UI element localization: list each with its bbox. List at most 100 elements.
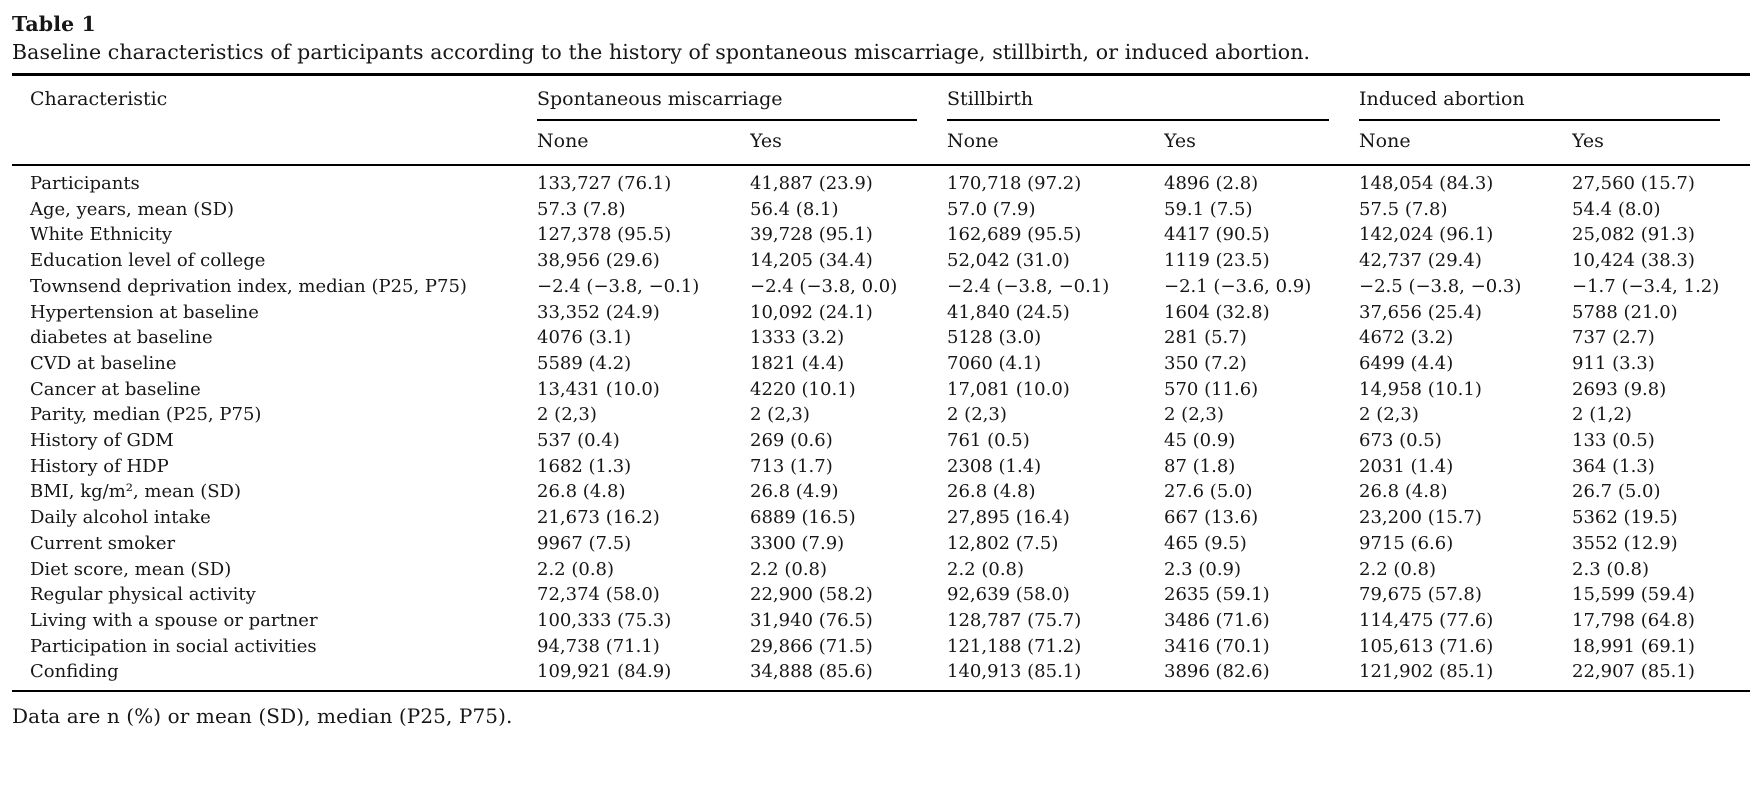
group-header-row: Characteristic Spontaneous miscarriage S… <box>12 75 1750 121</box>
cell-value: 14,958 (10.1) <box>1359 378 1482 400</box>
table-row: Confiding 109,921 (84.9) 34,888 (85.6) 140,… <box>12 659 1750 691</box>
cell-value: 2 (2,3) <box>947 404 1007 426</box>
cell-value: 56.4 (8.1) <box>750 198 839 220</box>
cell-value: 1604 (32.8) <box>1164 301 1270 323</box>
row-label: diabetes at baseline <box>30 327 213 349</box>
cell-value: 2308 (1.4) <box>947 455 1042 477</box>
row-label: Diet score, mean (SD) <box>30 558 232 580</box>
cell-value: 2635 (59.1) <box>1164 584 1270 606</box>
cell-value: 127,378 (95.5) <box>537 224 672 246</box>
group-header-spontaneous-miscarriage: Spontaneous miscarriage <box>537 75 947 121</box>
cell-value: 2.3 (0.8) <box>1572 558 1650 580</box>
cell-value: 7060 (4.1) <box>947 352 1042 374</box>
subheader-sb-none: None <box>947 121 1164 166</box>
cell-value: −2.4 (−3.8, 0.0) <box>750 275 898 297</box>
cell-value: 2031 (1.4) <box>1359 455 1454 477</box>
table-row: Daily alcohol intake 21,673 (16.2) 6889 (1… <box>12 505 1750 531</box>
table-footnote: Data are n (%) or mean (SD), median (P25… <box>12 704 513 729</box>
row-label: Hypertension at baseline <box>30 301 259 323</box>
cell-value: 121,902 (85.1) <box>1359 661 1494 683</box>
group-header-induced-abortion: Induced abortion <box>1359 75 1750 121</box>
cell-value: 105,613 (71.6) <box>1359 635 1494 657</box>
row-label: Current smoker <box>30 532 176 554</box>
cell-value: 5362 (19.5) <box>1572 507 1678 529</box>
group-label: Stillbirth <box>947 88 1330 121</box>
cell-value: 2 (2,3) <box>1359 404 1419 426</box>
cell-value: 5788 (21.0) <box>1572 301 1678 323</box>
row-label: CVD at baseline <box>30 352 177 374</box>
row-label: Participation in social activities <box>30 635 317 657</box>
cell-value: 133,727 (76.1) <box>537 173 672 194</box>
table-row: Townsend deprivation index, median (P25,… <box>12 274 1750 300</box>
cell-value: 94,738 (71.1) <box>537 635 660 657</box>
table-row: History of GDM 537 (0.4) 269 (0.6) 761 (0.5… <box>12 428 1750 454</box>
cell-value: 79,675 (57.8) <box>1359 584 1482 606</box>
cell-value: 3896 (82.6) <box>1164 661 1270 683</box>
cell-value: 667 (13.6) <box>1164 507 1259 529</box>
cell-value: 3300 (7.9) <box>750 532 845 554</box>
row-label: Regular physical activity <box>30 584 256 606</box>
table-row: Participation in social activities 94,738… <box>12 634 1750 660</box>
cell-value: 33,352 (24.9) <box>537 301 660 323</box>
cell-value: 3552 (12.9) <box>1572 532 1678 554</box>
cell-value: 34,888 (85.6) <box>750 661 873 683</box>
row-label: Townsend deprivation index, median (P25,… <box>30 275 467 297</box>
row-label: Confiding <box>30 661 119 683</box>
group-label: Spontaneous miscarriage <box>537 88 917 121</box>
cell-value: −2.5 (−3.8, −0.3) <box>1359 275 1522 297</box>
cell-value: 22,907 (85.1) <box>1572 661 1695 683</box>
cell-value: 2 (1,2) <box>1572 404 1632 426</box>
cell-value: −1.7 (−3.4, 1.2) <box>1572 275 1720 297</box>
table-row: BMI, kg/m², mean (SD) 26.8 (4.8) 26.8 (4.9… <box>12 479 1750 505</box>
cell-value: 72,374 (58.0) <box>537 584 660 606</box>
cell-value: 142,024 (96.1) <box>1359 224 1494 246</box>
group-header-stillbirth: Stillbirth <box>947 75 1359 121</box>
cell-value: 9967 (7.5) <box>537 532 632 554</box>
table-body: Participants 133,727 (76.1) 41,887 (23.9) 1… <box>12 165 1750 691</box>
cell-value: 570 (11.6) <box>1164 378 1259 400</box>
row-label: History of GDM <box>30 430 174 452</box>
cell-value: 12,802 (7.5) <box>947 532 1059 554</box>
cell-value: 100,333 (75.3) <box>537 609 672 631</box>
subgroup-header-row: None Yes None Yes None Yes <box>12 121 1751 166</box>
cell-value: 737 (2.7) <box>1572 327 1655 349</box>
cell-value: 14,205 (34.4) <box>750 250 873 272</box>
cell-value: 5589 (4.2) <box>537 352 632 374</box>
cell-value: 269 (0.6) <box>750 430 833 452</box>
cell-value: 87 (1.8) <box>1164 455 1236 477</box>
cell-value: 148,054 (84.3) <box>1359 173 1494 194</box>
cell-value: 25,082 (91.3) <box>1572 224 1695 246</box>
cell-value: 4076 (3.1) <box>537 327 632 349</box>
cell-value: 38,956 (29.6) <box>537 250 660 272</box>
cell-value: 350 (7.2) <box>1164 352 1247 374</box>
group-label: Induced abortion <box>1359 88 1721 121</box>
cell-value: 39,728 (95.1) <box>750 224 873 246</box>
cell-value: 281 (5.7) <box>1164 327 1247 349</box>
table-row: Diet score, mean (SD) 2.2 (0.8) 2.2 (0.8) 2… <box>12 557 1750 583</box>
cell-value: 4896 (2.8) <box>1164 173 1259 194</box>
cell-value: 45 (0.9) <box>1164 430 1236 452</box>
cell-value: 465 (9.5) <box>1164 532 1247 554</box>
cell-value: 41,887 (23.9) <box>750 173 873 194</box>
cell-value: 27.6 (5.0) <box>1164 481 1253 503</box>
cell-value: 1821 (4.4) <box>750 352 845 374</box>
cell-value: 4672 (3.2) <box>1359 327 1454 349</box>
table-row: White Ethnicity 127,378 (95.5) 39,728 (95.… <box>12 222 1750 248</box>
cell-value: 364 (1.3) <box>1572 455 1655 477</box>
baseline-characteristics-table: Characteristic Spontaneous miscarriage S… <box>12 73 1751 693</box>
cell-value: 27,895 (16.4) <box>947 507 1070 529</box>
cell-value: 3486 (71.6) <box>1164 609 1270 631</box>
cell-value: 2.3 (0.9) <box>1164 558 1242 580</box>
cell-value: 5128 (3.0) <box>947 327 1042 349</box>
cell-value: 1119 (23.5) <box>1164 250 1270 272</box>
cell-value: 2.2 (0.8) <box>750 558 828 580</box>
cell-value: 29,866 (71.5) <box>750 635 873 657</box>
table-row: Regular physical activity 72,374 (58.0) 22… <box>12 582 1750 608</box>
table-row: History of HDP 1682 (1.3) 713 (1.7) 2308 (1… <box>12 454 1750 480</box>
row-label: Parity, median (P25, P75) <box>30 404 262 426</box>
cell-value: 26.8 (4.9) <box>750 481 839 503</box>
cell-value: 22,900 (58.2) <box>750 584 873 606</box>
cell-value: 133 (0.5) <box>1572 430 1655 452</box>
table-row: CVD at baseline 5589 (4.2) 1821 (4.4) 7060 … <box>12 351 1750 377</box>
